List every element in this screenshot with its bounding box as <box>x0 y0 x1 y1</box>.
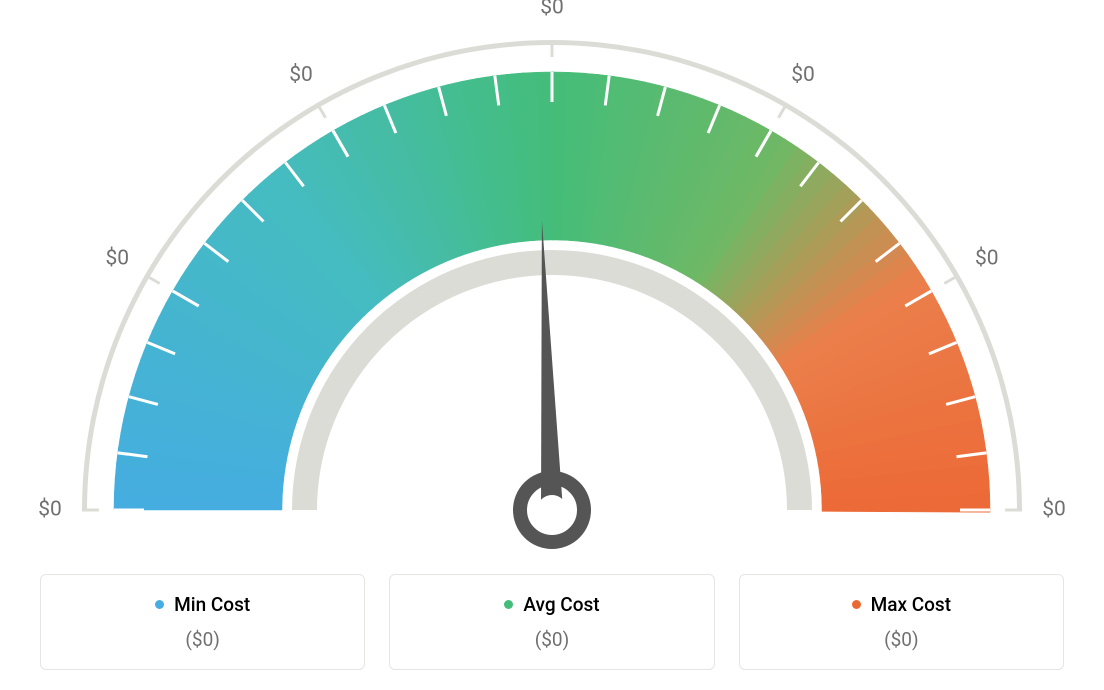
legend-dot-min <box>155 600 164 609</box>
svg-text:$0: $0 <box>791 63 815 87</box>
svg-text:$0: $0 <box>289 63 313 87</box>
gauge-chart: $0 $0 $0 $0 $0 $0 $0 <box>0 0 1104 560</box>
legend-value-max: ($0) <box>752 628 1051 651</box>
legend-title-avg: Avg Cost <box>504 593 599 616</box>
svg-text:$0: $0 <box>38 498 62 522</box>
legend-title-max: Max Cost <box>852 593 951 616</box>
legend-row: Min Cost ($0) Avg Cost ($0) Max Cost ($0… <box>40 574 1064 670</box>
legend-dot-max <box>852 600 861 609</box>
legend-title-min: Min Cost <box>155 593 250 616</box>
legend-label-min: Min Cost <box>174 593 250 616</box>
svg-text:$0: $0 <box>975 247 999 271</box>
gauge-svg: $0 $0 $0 $0 $0 $0 $0 <box>0 0 1104 560</box>
legend-card-min: Min Cost ($0) <box>40 574 365 670</box>
legend-label-max: Max Cost <box>871 593 951 616</box>
legend-value-min: ($0) <box>53 628 352 651</box>
svg-text:$0: $0 <box>540 0 564 20</box>
legend-dot-avg <box>504 600 513 609</box>
legend-label-avg: Avg Cost <box>523 593 599 616</box>
svg-text:$0: $0 <box>105 247 129 271</box>
legend-card-avg: Avg Cost ($0) <box>389 574 714 670</box>
legend-value-avg: ($0) <box>402 628 701 651</box>
svg-text:$0: $0 <box>1042 498 1066 522</box>
legend-card-max: Max Cost ($0) <box>739 574 1064 670</box>
